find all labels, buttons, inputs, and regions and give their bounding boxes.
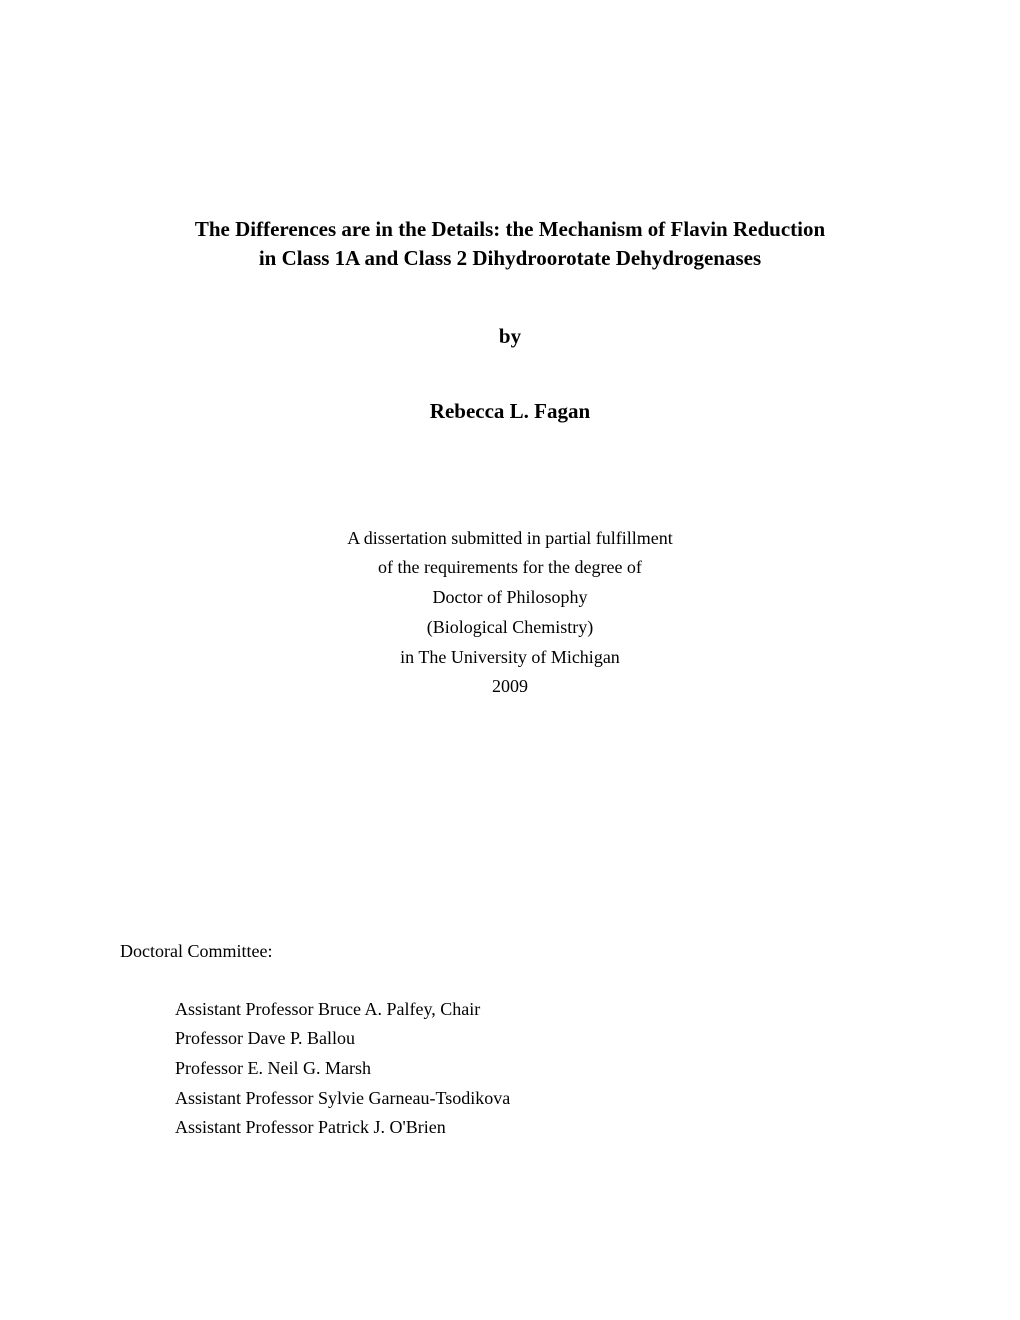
submission-line-6: 2009	[120, 672, 900, 702]
submission-line-2: of the requirements for the degree of	[120, 553, 900, 583]
committee-member: Assistant Professor Bruce A. Palfey, Cha…	[175, 995, 900, 1025]
submission-line-5: in The University of Michigan	[120, 643, 900, 673]
committee-member: Professor E. Neil G. Marsh	[175, 1054, 900, 1084]
committee-members-list: Assistant Professor Bruce A. Palfey, Cha…	[175, 995, 900, 1143]
submission-line-1: A dissertation submitted in partial fulf…	[120, 524, 900, 554]
committee-section: Doctoral Committee: Assistant Professor …	[120, 937, 900, 1143]
title-line-2: in Class 1A and Class 2 Dihydroorotate D…	[120, 244, 900, 273]
committee-member: Professor Dave P. Ballou	[175, 1024, 900, 1054]
submission-statement: A dissertation submitted in partial fulf…	[120, 524, 900, 702]
committee-member: Assistant Professor Patrick J. O'Brien	[175, 1113, 900, 1143]
submission-line-4: (Biological Chemistry)	[120, 613, 900, 643]
committee-member: Assistant Professor Sylvie Garneau-Tsodi…	[175, 1084, 900, 1114]
dissertation-title: The Differences are in the Details: the …	[120, 215, 900, 274]
by-label: by	[120, 324, 900, 349]
submission-line-3: Doctor of Philosophy	[120, 583, 900, 613]
author-name: Rebecca L. Fagan	[120, 399, 900, 424]
committee-heading: Doctoral Committee:	[120, 937, 900, 967]
title-line-1: The Differences are in the Details: the …	[120, 215, 900, 244]
